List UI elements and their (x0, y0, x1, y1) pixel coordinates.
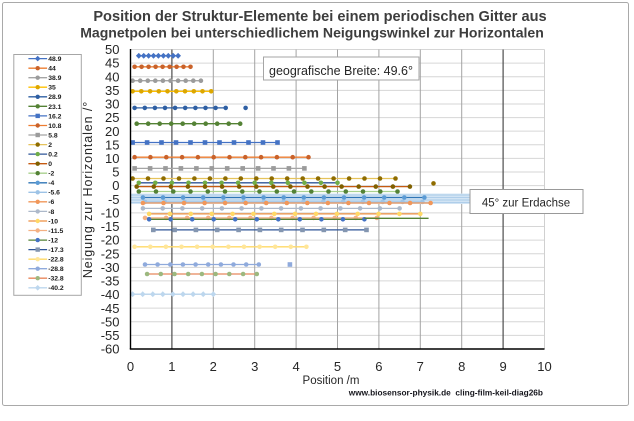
svg-text:-5.6: -5.6 (48, 190, 60, 197)
svg-text:-10: -10 (101, 206, 120, 221)
svg-text:23.1: 23.1 (48, 104, 61, 111)
svg-text:-2: -2 (48, 171, 54, 178)
svg-text:4: 4 (292, 359, 299, 374)
svg-text:10: 10 (105, 151, 119, 166)
svg-text:9: 9 (499, 359, 506, 374)
svg-text:-17.3: -17.3 (48, 247, 64, 254)
svg-text:15: 15 (105, 137, 119, 152)
svg-text:0: 0 (112, 178, 119, 193)
svg-text:-12: -12 (48, 238, 58, 245)
svg-text:-55: -55 (101, 328, 120, 343)
svg-text:48.9: 48.9 (48, 56, 61, 63)
svg-text:-15: -15 (101, 219, 120, 234)
svg-text:-22.8: -22.8 (48, 257, 64, 264)
svg-text:45: 45 (105, 56, 119, 71)
svg-text:-40: -40 (101, 287, 120, 302)
svg-text:45° zur Erdachse: 45° zur Erdachse (482, 198, 570, 210)
svg-text:3: 3 (251, 359, 258, 374)
svg-text:6: 6 (375, 359, 382, 374)
svg-text:28.9: 28.9 (48, 94, 61, 101)
svg-text:20: 20 (105, 124, 119, 139)
svg-text:-35: -35 (101, 274, 120, 289)
svg-text:-20: -20 (101, 233, 120, 248)
svg-text:7: 7 (417, 359, 424, 374)
svg-text:0.2: 0.2 (48, 152, 58, 159)
svg-text:Position der Struktur-Elemente: Position der Struktur-Elemente bei einem… (93, 9, 546, 25)
svg-text:0: 0 (48, 161, 52, 168)
svg-text:-5: -5 (108, 192, 120, 207)
svg-text:www.biosensor-physik.de cling: www.biosensor-physik.de cling-film-keil-… (348, 388, 543, 398)
svg-text:40: 40 (105, 69, 119, 84)
svg-text:-45: -45 (101, 301, 120, 316)
svg-text:35: 35 (48, 85, 56, 92)
svg-text:-4: -4 (48, 180, 54, 187)
svg-text:38.9: 38.9 (48, 75, 61, 82)
svg-text:25: 25 (105, 110, 119, 125)
svg-text:Position /m: Position /m (303, 375, 360, 387)
svg-text:5: 5 (112, 165, 119, 180)
svg-text:geografische Breite: 49.6°: geografische Breite: 49.6° (269, 64, 413, 78)
svg-text:50: 50 (105, 42, 119, 57)
svg-text:10.8: 10.8 (48, 123, 61, 130)
svg-text:0: 0 (127, 359, 134, 374)
svg-text:-28.8: -28.8 (48, 266, 64, 273)
svg-text:-60: -60 (101, 342, 120, 357)
svg-text:-50: -50 (101, 314, 120, 329)
svg-text:2: 2 (210, 359, 217, 374)
svg-text:Magnetpolen bei unterschiedlic: Magnetpolen bei unterschiedlichem Neigun… (80, 25, 544, 41)
svg-text:2: 2 (48, 142, 52, 149)
svg-text:-11.5: -11.5 (48, 228, 63, 235)
svg-text:-8: -8 (48, 209, 54, 216)
svg-text:8: 8 (458, 359, 465, 374)
svg-text:35: 35 (105, 83, 119, 98)
svg-text:Neigung zur Horizontalen /°: Neigung zur Horizontalen /° (81, 101, 95, 278)
svg-text:-25: -25 (101, 246, 120, 261)
svg-text:5: 5 (334, 359, 341, 374)
svg-text:-10: -10 (48, 218, 58, 225)
svg-text:5.8: 5.8 (48, 132, 58, 139)
svg-text:16.2: 16.2 (48, 113, 61, 120)
svg-text:-32.8: -32.8 (48, 276, 64, 283)
svg-text:30: 30 (105, 97, 119, 112)
svg-text:-6: -6 (48, 199, 54, 206)
svg-text:-30: -30 (101, 260, 120, 275)
svg-text:-40.2: -40.2 (48, 285, 64, 292)
svg-text:44: 44 (48, 66, 56, 73)
svg-text:10: 10 (537, 359, 551, 374)
svg-text:1: 1 (168, 359, 175, 374)
